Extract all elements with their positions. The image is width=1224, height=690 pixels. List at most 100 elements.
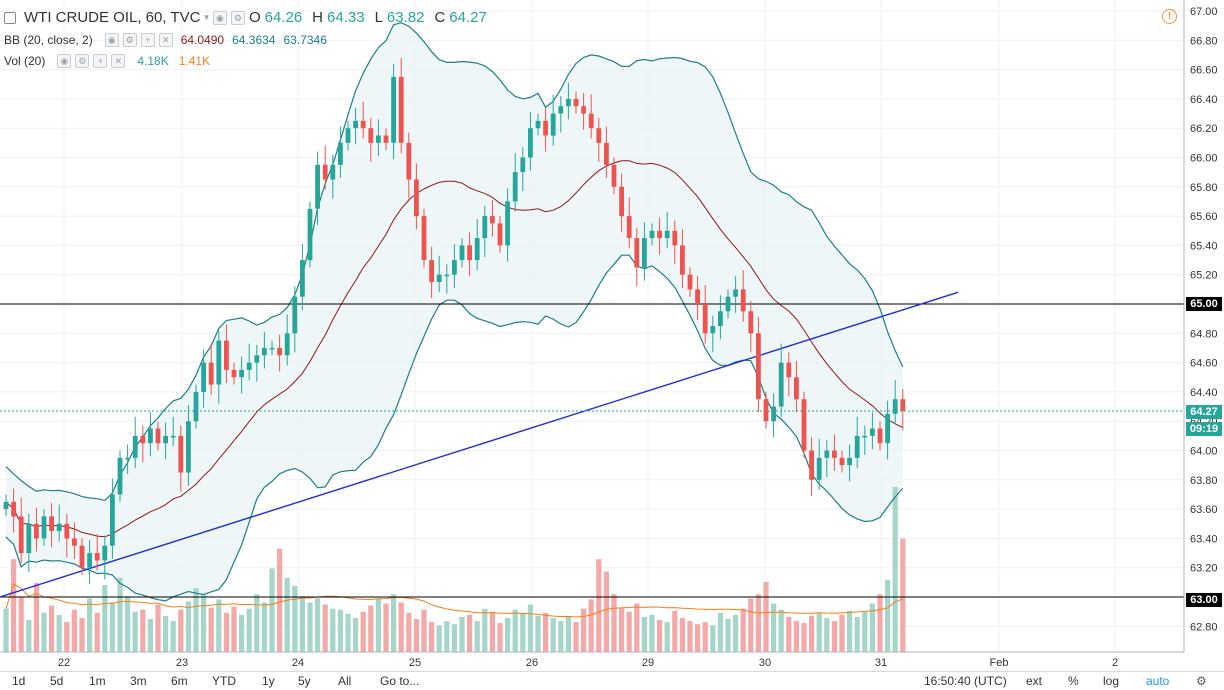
collapse-legend-icon[interactable] xyxy=(4,11,16,24)
volume-bar xyxy=(543,612,549,652)
x-tick-label: 31 xyxy=(875,657,887,669)
range-5y[interactable]: 5y xyxy=(298,674,311,688)
candle xyxy=(284,314,290,366)
plus-icon[interactable]: + xyxy=(93,54,108,68)
low-value: 63.82 xyxy=(386,9,425,26)
chevron-down-icon[interactable]: ▾ xyxy=(204,12,209,22)
x-tick-label: 24 xyxy=(292,657,304,669)
volume-bar xyxy=(451,624,457,652)
level-low-tag: 63.00 xyxy=(1186,593,1222,607)
gear-icon[interactable]: ⚙ xyxy=(75,54,90,68)
volume-bar xyxy=(33,582,39,652)
range-1y[interactable]: 1y xyxy=(262,674,275,688)
candle xyxy=(900,389,906,430)
candle xyxy=(452,243,457,288)
volume-bar xyxy=(11,559,17,652)
candle xyxy=(262,331,267,369)
volume-bar xyxy=(862,611,868,652)
candle xyxy=(11,488,16,533)
candle xyxy=(505,188,510,262)
candle xyxy=(854,416,860,469)
volume-bar xyxy=(854,616,860,652)
candle xyxy=(657,217,662,255)
volume-bar xyxy=(246,608,252,652)
volume-bar xyxy=(527,604,533,652)
candle xyxy=(117,450,123,502)
y-tick-label: 64.80 xyxy=(1190,328,1218,340)
alarm-clock-icon[interactable]: ! xyxy=(1162,9,1177,24)
candle xyxy=(292,286,298,353)
candle xyxy=(528,112,533,171)
candle xyxy=(664,211,670,249)
high-value: 64.33 xyxy=(327,9,365,26)
volume-bar xyxy=(41,612,47,652)
price-chart[interactable]: 62.8063.0063.2063.4063.6063.8064.0064.20… xyxy=(0,0,1224,671)
volume-bar xyxy=(474,621,480,652)
range-6m[interactable]: 6m xyxy=(171,674,188,688)
volume-bar xyxy=(49,605,55,652)
price-axis[interactable]: 62.8063.0063.2063.4063.6063.8064.0064.20… xyxy=(1183,0,1218,652)
candle xyxy=(368,117,374,162)
gear-icon[interactable]: ⚙ xyxy=(122,33,137,47)
candle xyxy=(56,504,62,542)
volume-bar xyxy=(391,594,397,652)
trendline[interactable] xyxy=(0,291,959,598)
time-axis[interactable]: 22 23 24 25 26 29 30 31 Feb 2 xyxy=(0,651,1184,669)
range-1d[interactable]: 1d xyxy=(12,674,26,688)
close-icon[interactable]: ✕ xyxy=(111,54,126,68)
range-all[interactable]: All xyxy=(338,674,352,688)
volume-bar xyxy=(695,624,701,652)
volume-bar xyxy=(269,568,275,652)
volume-bar xyxy=(717,612,723,652)
volume-bar xyxy=(330,608,336,652)
candle xyxy=(216,330,222,404)
percent-toggle[interactable]: % xyxy=(1068,674,1079,688)
gear-icon[interactable]: ⚙ xyxy=(230,10,245,25)
bottom-toolbar: 1d 5d 1m 3m 6m YTD 1y 5y All Go to... 16… xyxy=(0,671,1224,690)
candle xyxy=(596,117,602,162)
range-ytd[interactable]: YTD xyxy=(212,674,236,688)
volume-bar xyxy=(254,594,260,652)
y-tick-label: 65.20 xyxy=(1190,270,1218,282)
volume-bar xyxy=(892,487,898,652)
volume-bar xyxy=(634,603,640,652)
volume-bar xyxy=(771,603,777,652)
utc-clock[interactable]: 16:50:40 (UTC) xyxy=(924,674,1007,688)
eye-icon[interactable]: ◉ xyxy=(104,33,119,47)
eye-icon[interactable]: ◉ xyxy=(212,10,227,25)
candle xyxy=(239,356,244,394)
goto-button[interactable]: Go to... xyxy=(380,674,420,688)
ext-toggle[interactable]: ext xyxy=(1026,674,1043,688)
candle xyxy=(34,507,39,552)
y-tick-label: 66.20 xyxy=(1190,123,1218,135)
candle xyxy=(512,153,518,212)
volume-bar xyxy=(558,621,564,652)
range-3m[interactable]: 3m xyxy=(130,674,147,688)
volume-bar xyxy=(824,618,830,652)
candle xyxy=(687,267,693,297)
volume-bar xyxy=(801,623,807,652)
plus-icon[interactable]: + xyxy=(140,33,155,47)
auto-toggle[interactable]: auto xyxy=(1146,674,1170,688)
candle xyxy=(786,352,792,397)
range-5d[interactable]: 5d xyxy=(50,674,64,688)
volume-bar xyxy=(869,603,875,652)
eye-icon[interactable]: ◉ xyxy=(57,54,72,68)
volume-bar xyxy=(79,618,85,652)
bb-legend: BB (20, close, 2) ◉ ⚙ + ✕ 64.0490 64.363… xyxy=(4,33,327,47)
log-toggle[interactable]: log xyxy=(1103,674,1120,688)
volume-bar xyxy=(672,610,678,653)
open-label: O xyxy=(248,9,261,26)
close-icon[interactable]: ✕ xyxy=(158,33,173,47)
range-1m[interactable]: 1m xyxy=(89,674,106,688)
candle xyxy=(345,120,351,151)
candle xyxy=(642,222,647,281)
volume-bar xyxy=(900,538,906,652)
volume-bar xyxy=(360,611,366,652)
candle xyxy=(406,132,412,199)
candle xyxy=(801,391,807,458)
candle xyxy=(18,497,24,564)
gear-icon[interactable]: ⚙ xyxy=(1196,674,1207,688)
candle xyxy=(520,147,526,192)
candle xyxy=(436,255,442,293)
